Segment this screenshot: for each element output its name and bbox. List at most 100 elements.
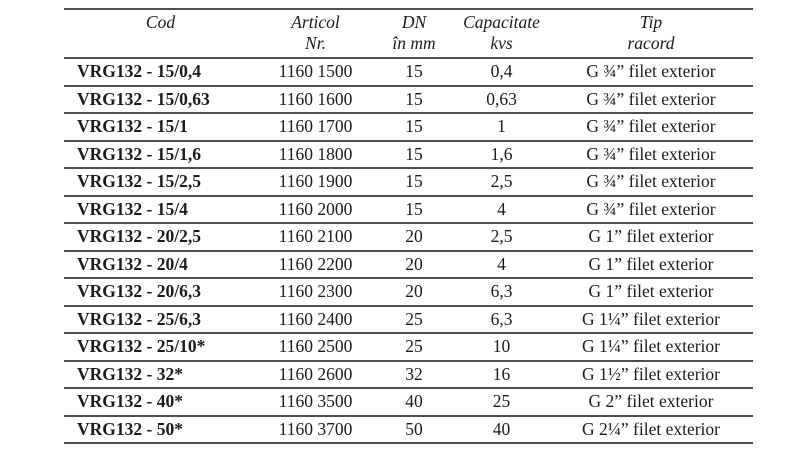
cell-kvs: 2,5 — [490, 226, 513, 246]
cell-cod: VRG132 - 15/1 — [77, 116, 188, 136]
cell-tip: G 1¼” filet exterior — [581, 308, 720, 329]
cell-cod: VRG132 - 15/2,5 — [77, 171, 201, 191]
cell-dn: 20 — [405, 253, 423, 274]
cell-dn: 50 — [405, 418, 423, 439]
table-row: VRG132 - 20/2,5 1160 2100 20 2,5 G 1” fi… — [64, 224, 753, 252]
table-row: VRG132 - 50* 1160 3700 50 40 G 2¼” filet… — [64, 417, 753, 443]
table-row: VRG132 - 25/10* 1160 2500 25 10 G 1¼” fi… — [64, 334, 753, 362]
table-row: VRG132 - 15/0,4 1160 1500 15 0,4 G ¾” fi… — [64, 59, 753, 87]
table-row: VRG132 - 20/4 1160 2200 20 4 G 1” filet … — [64, 252, 753, 279]
cell-cod: VRG132 - 50* — [77, 418, 183, 439]
cell-dn: 15 — [405, 116, 423, 136]
cell-kvs: 4 — [497, 253, 506, 274]
header-capacitate-line2: kvs — [490, 33, 513, 53]
cell-tip: G ¾” filet exterior — [586, 61, 716, 81]
cell-articol: 1160 1900 — [278, 171, 353, 191]
cell-dn: 20 — [405, 281, 423, 301]
header-cod: Cod — [64, 10, 257, 57]
cell-kvs: 1 — [497, 116, 506, 136]
cell-dn: 15 — [405, 61, 423, 81]
header-articol-line2: Nr. — [305, 33, 326, 53]
table-header-row: Cod Articol Nr. DN în mm Capacitate kvs … — [64, 10, 753, 59]
cell-articol: 1160 3700 — [278, 418, 353, 439]
cell-tip: G 1” filet exterior — [588, 226, 714, 246]
cell-cod: VRG132 - 15/4 — [77, 198, 188, 219]
cell-articol: 1160 1600 — [278, 88, 353, 109]
cell-articol: 1160 1500 — [278, 61, 353, 81]
cell-dn: 15 — [405, 171, 423, 191]
cell-cod: VRG132 - 32* — [77, 363, 183, 384]
cell-cod: VRG132 - 15/0,63 — [77, 88, 210, 109]
cell-tip: G ¾” filet exterior — [586, 116, 716, 136]
cell-tip: G 1” filet exterior — [588, 253, 714, 274]
cell-kvs: 4 — [497, 198, 506, 219]
header-tip-line1: Tip — [639, 12, 663, 32]
cell-articol: 1160 2000 — [278, 198, 353, 219]
cell-kvs: 2,5 — [490, 171, 513, 191]
header-capacitate: Capacitate kvs — [454, 10, 549, 57]
cell-articol: 1160 2500 — [278, 336, 353, 356]
cell-cod: VRG132 - 25/10* — [77, 336, 206, 356]
product-spec-table: Cod Articol Nr. DN în mm Capacitate kvs … — [64, 8, 753, 444]
cell-articol: 1160 2100 — [278, 226, 353, 246]
header-tip: Tip racord — [549, 10, 753, 57]
cell-kvs: 1,6 — [490, 143, 513, 164]
cell-kvs: 0,4 — [490, 61, 513, 81]
cell-cod: VRG132 - 20/4 — [77, 253, 188, 274]
header-tip-line2: racord — [627, 33, 675, 53]
cell-articol: 1160 2300 — [278, 281, 353, 301]
cell-tip: G ¾” filet exterior — [586, 198, 716, 219]
cell-tip: G ¾” filet exterior — [586, 171, 716, 191]
cell-cod: VRG132 - 20/6,3 — [77, 281, 201, 301]
cell-kvs: 0,63 — [486, 88, 517, 109]
header-dn-line1: DN — [401, 12, 427, 32]
table-row: VRG132 - 15/1 1160 1700 15 1 G ¾” filet … — [64, 114, 753, 142]
cell-kvs: 16 — [492, 363, 511, 384]
cell-dn: 15 — [405, 88, 423, 109]
cell-tip: G 1” filet exterior — [588, 281, 714, 301]
cell-kvs: 6,3 — [490, 281, 513, 301]
cell-tip: G 1½” filet exterior — [581, 363, 720, 384]
cell-articol: 1160 3500 — [278, 391, 353, 411]
table-row: VRG132 - 15/2,5 1160 1900 15 2,5 G ¾” fi… — [64, 169, 753, 197]
cell-cod: VRG132 - 15/0,4 — [77, 61, 201, 81]
cell-tip: G 1¼” filet exterior — [581, 336, 720, 356]
cell-kvs: 10 — [492, 336, 511, 356]
header-articol: Articol Nr. — [257, 10, 374, 57]
cell-cod: VRG132 - 20/2,5 — [77, 226, 201, 246]
cell-kvs: 40 — [492, 418, 511, 439]
cell-dn: 40 — [405, 391, 423, 411]
table-row: VRG132 - 25/6,3 1160 2400 25 6,3 G 1¼” f… — [64, 307, 753, 334]
table-row: VRG132 - 40* 1160 3500 40 25 G 2” filet … — [64, 389, 753, 417]
cell-tip: G 2” filet exterior — [588, 391, 714, 411]
header-cod-line1: Cod — [145, 12, 176, 32]
cell-dn: 25 — [405, 336, 423, 356]
table-row: VRG132 - 15/1,6 1160 1800 15 1,6 G ¾” fi… — [64, 142, 753, 169]
cell-articol: 1160 2200 — [278, 253, 353, 274]
table-row: VRG132 - 20/6,3 1160 2300 20 6,3 G 1” fi… — [64, 279, 753, 307]
cell-cod: VRG132 - 40* — [77, 391, 183, 411]
header-articol-line1: Articol — [291, 12, 340, 32]
table-row: VRG132 - 15/0,63 1160 1600 15 0,63 G ¾” … — [64, 87, 753, 114]
cell-articol: 1160 2600 — [278, 363, 353, 384]
header-capacitate-line1: Capacitate — [463, 12, 540, 32]
cell-cod: VRG132 - 15/1,6 — [77, 143, 201, 164]
cell-kvs: 6,3 — [490, 308, 513, 329]
cell-articol: 1160 1800 — [278, 143, 353, 164]
cell-tip: G ¾” filet exterior — [586, 88, 716, 109]
cell-tip: G 2¼” filet exterior — [581, 418, 720, 439]
table-row: VRG132 - 32* 1160 2600 32 16 G 1½” filet… — [64, 362, 753, 389]
table-row: VRG132 - 15/4 1160 2000 15 4 G ¾” filet … — [64, 197, 753, 224]
cell-articol: 1160 1700 — [278, 116, 353, 136]
cell-dn: 32 — [405, 363, 423, 384]
cell-articol: 1160 2400 — [278, 308, 353, 329]
cell-dn: 15 — [405, 143, 423, 164]
cell-tip: G ¾” filet exterior — [586, 143, 716, 164]
cell-kvs: 25 — [492, 391, 511, 411]
header-dn-line2: în mm — [392, 33, 436, 53]
cell-dn: 15 — [405, 198, 423, 219]
cell-cod: VRG132 - 25/6,3 — [77, 308, 201, 329]
cell-dn: 20 — [405, 226, 423, 246]
header-dn: DN în mm — [374, 10, 454, 57]
cell-dn: 25 — [405, 308, 423, 329]
